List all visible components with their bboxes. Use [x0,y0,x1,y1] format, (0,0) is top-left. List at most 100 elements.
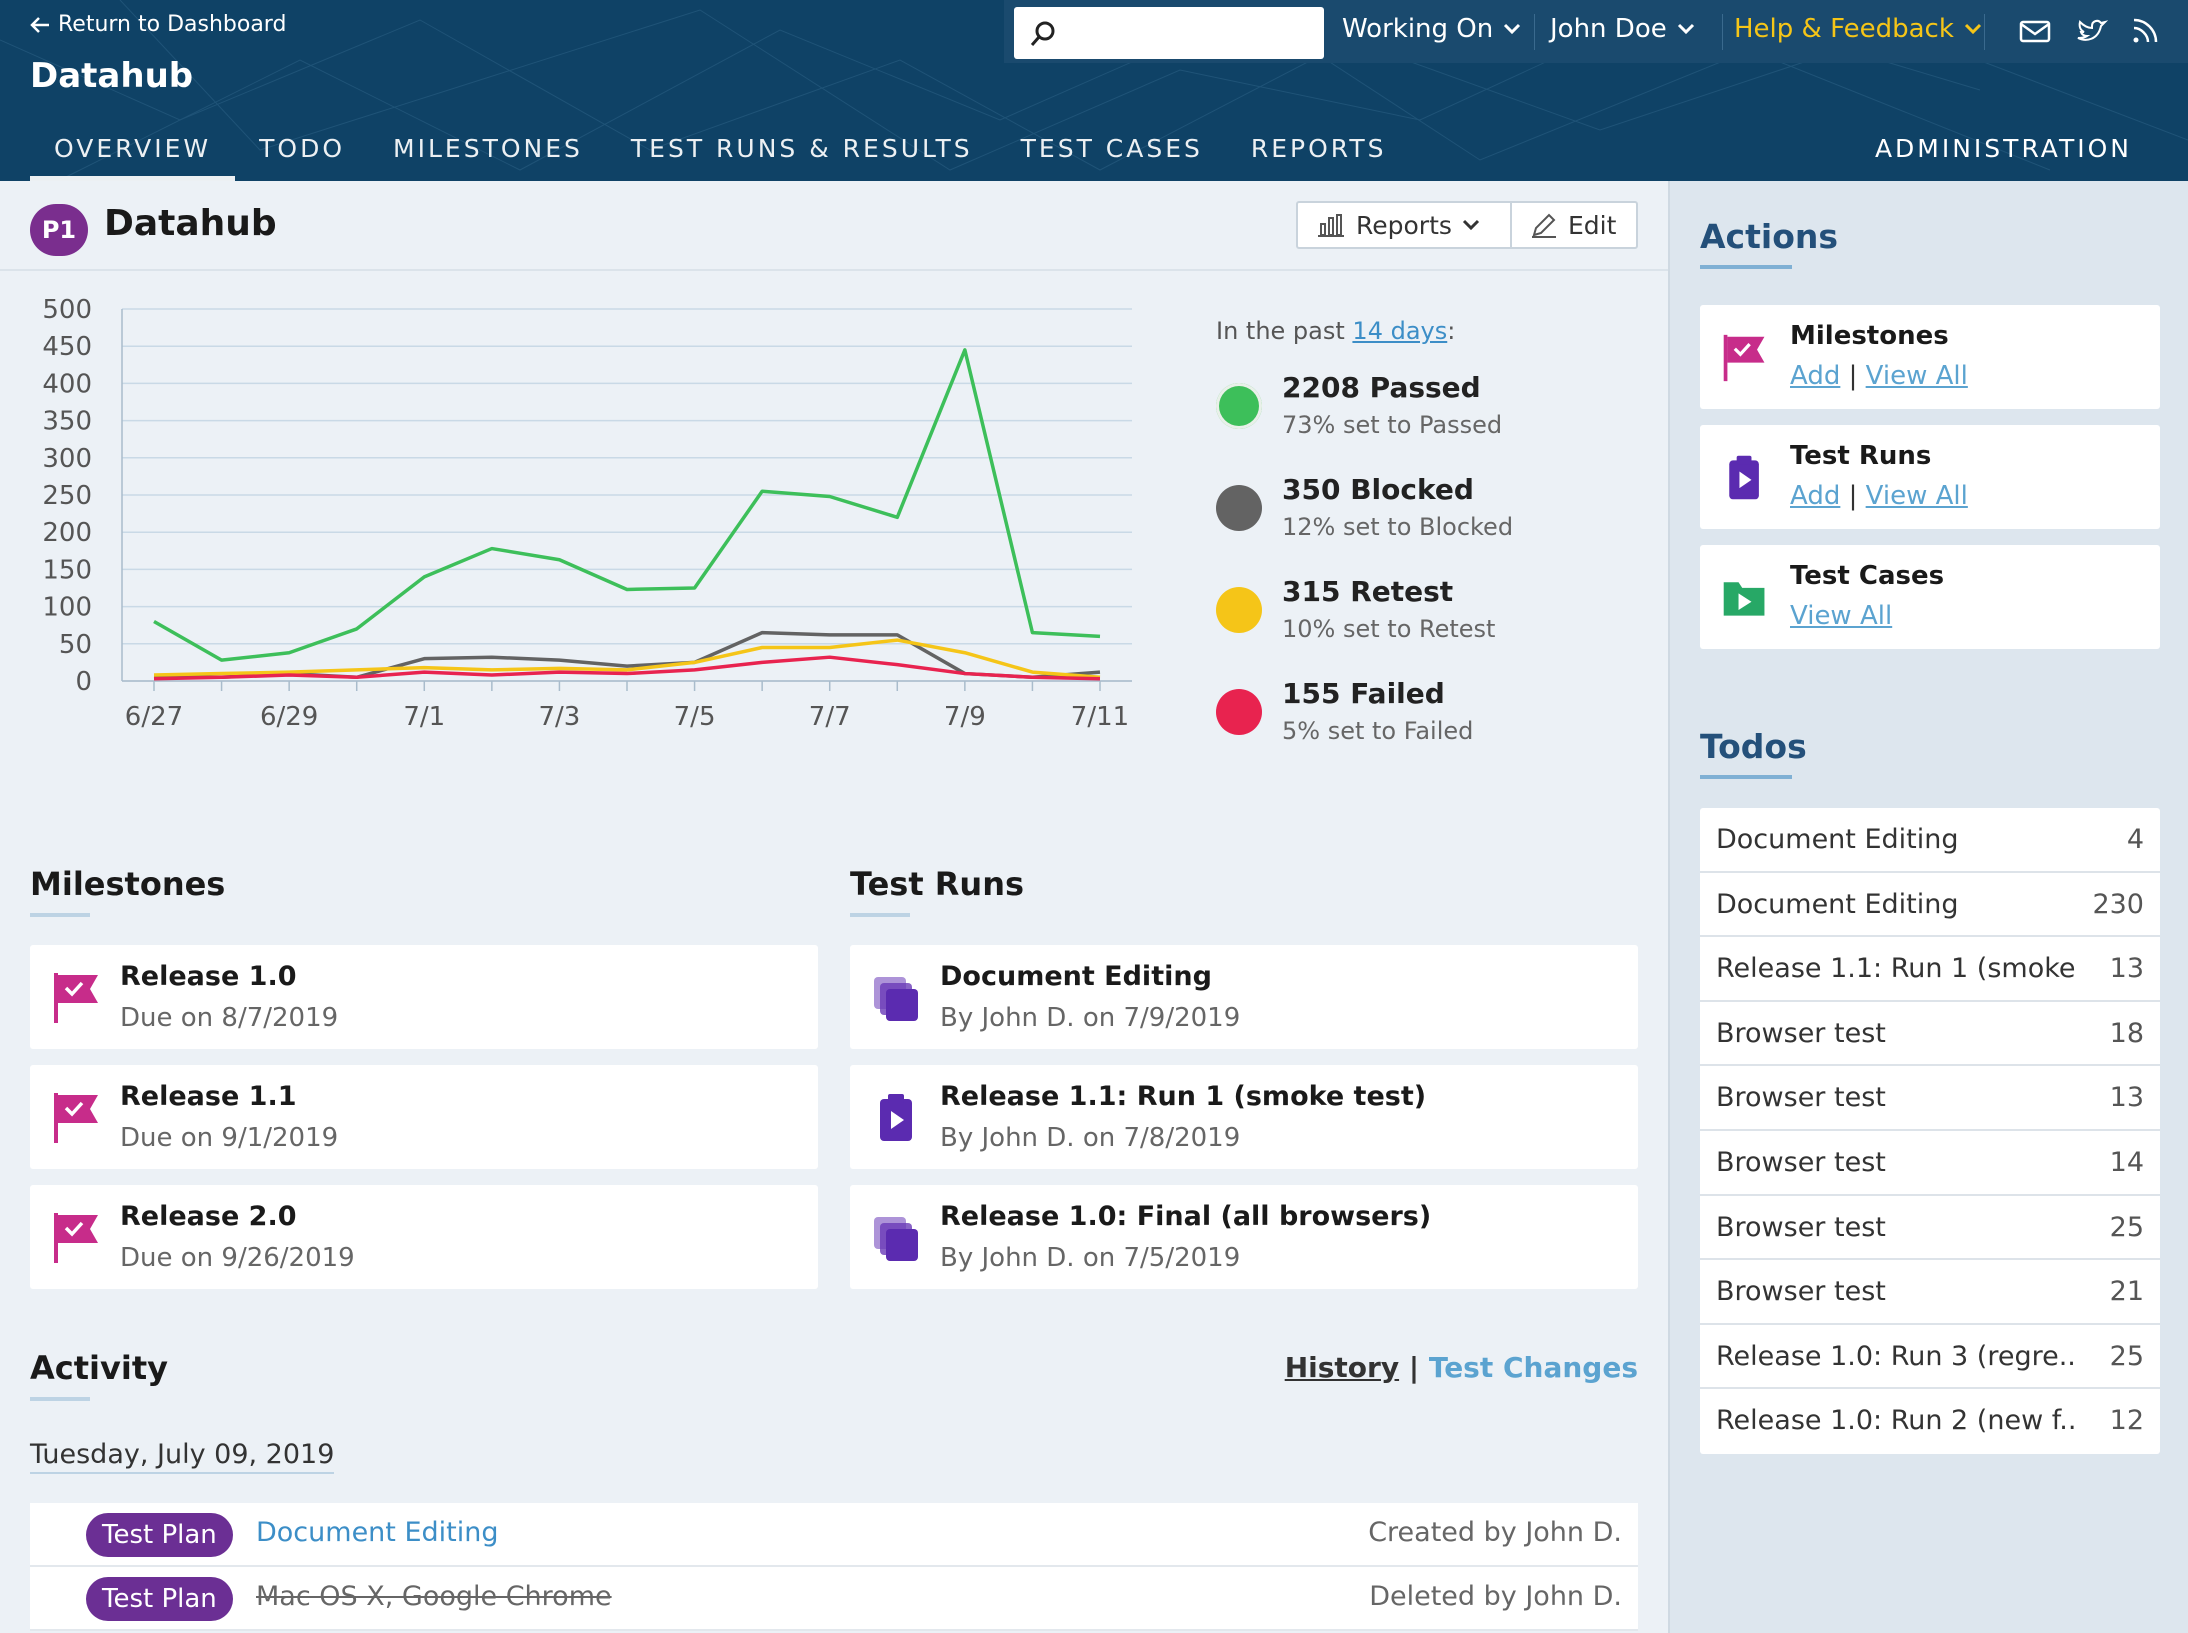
status-dot [1216,587,1262,633]
stat-title: 350 Blocked [1282,473,1474,506]
user-menu[interactable]: John Doe [1550,14,1695,44]
test-run-card[interactable]: Document Editing By John D. on 7/9/2019 [850,945,1638,1049]
return-label: Return to Dashboard [58,12,287,37]
view-all-milestones-link[interactable]: View All [1865,361,1968,391]
working-on-menu[interactable]: Working On [1342,14,1521,44]
edit-label: Edit [1568,210,1617,240]
search-input[interactable] [1069,15,1309,51]
bar-chart-icon [1318,214,1344,237]
flag-icon [54,973,98,1023]
test-run-meta: By John D. on 7/8/2019 [940,1123,1241,1153]
todo-name: Browser test [1716,1211,1886,1243]
stat-failed: 155 Failed 5% set to Failed [1216,669,1473,771]
milestone-name[interactable]: Release 2.0 [120,1201,297,1232]
milestone-due: Due on 9/26/2019 [120,1243,355,1273]
history-link[interactable]: History [1284,1351,1400,1384]
todo-item[interactable]: Release 1.0: Run 2 (new f... 12 [1700,1389,2160,1454]
y-tick-label: 200 [42,518,92,548]
y-tick-label: 300 [42,444,92,474]
todo-count: 4 [2126,824,2144,855]
todo-name: Browser test [1716,1146,1886,1178]
return-to-dashboard-link[interactable]: Return to Dashboard [30,12,286,37]
milestone-card[interactable]: Release 1.0 Due on 8/7/2019 [30,945,818,1049]
app-title: Datahub [30,56,194,96]
mail-icon[interactable] [2018,14,2052,48]
todo-item[interactable]: Document Editing 4 [1700,808,2160,873]
todo-count: 14 [2109,1146,2144,1178]
days-range-link[interactable]: 14 days [1352,317,1448,345]
todo-item[interactable]: Release 1.1: Run 1 (smoke ... 13 [1700,937,2160,1002]
series-line-failed [153,655,1101,681]
reports-button[interactable]: Reports [1298,203,1510,247]
working-on-label: Working On [1342,14,1494,44]
reports-label: Reports [1356,210,1452,240]
add-milestone-link[interactable]: Add [1790,361,1841,391]
action-links: View All [1790,601,1892,631]
test-run-name[interactable]: Release 1.0: Final (all browsers) [940,1201,1432,1232]
edit-button[interactable]: Edit [1510,203,1634,247]
action-title: Milestones [1790,321,1949,351]
milestone-card[interactable]: Release 1.1 Due on 9/1/2019 [30,1065,818,1169]
chevron-down-icon [1964,23,1981,35]
nav-test-cases[interactable]: TEST CASES [1020,134,1203,163]
todo-name: Document Editing [1716,888,1959,920]
action-title: Test Runs [1790,441,1932,471]
todo-item[interactable]: Browser test 13 [1700,1066,2160,1131]
y-tick-label: 150 [42,555,92,585]
test-changes-link[interactable]: Test Changes [1428,1351,1638,1384]
nav-test-runs-results[interactable]: TEST RUNS & RESULTS [630,134,973,163]
todo-list: Document Editing 4 Document Editing 230 Rele… [1700,808,2160,1454]
todo-name: Release 1.1: Run 1 (smoke ... [1716,953,2076,985]
test-run-name[interactable]: Document Editing [940,961,1212,992]
nav-overview[interactable]: OVERVIEW [30,120,236,181]
page-title: Datahub [104,203,277,244]
todo-count: 12 [2109,1405,2144,1437]
stat-retest: 315 Retest 10% set to Retest [1216,567,1495,669]
todo-name: Browser test [1716,1082,1886,1114]
test-run-card[interactable]: Release 1.1: Run 1 (smoke test) By John … [850,1065,1638,1169]
todo-item[interactable]: Document Editing 230 [1700,873,2160,938]
nav-todo[interactable]: TODO [259,134,346,163]
flag-icon [54,1213,98,1263]
todo-item[interactable]: Browser test 18 [1700,1002,2160,1067]
x-tick-label: 7/1 [403,702,445,732]
todo-item[interactable]: Browser test 25 [1700,1196,2160,1261]
x-tick-label: 6/29 [260,702,318,732]
stats-panel: In the past 14 days: 2208 Passed 73% set… [1216,317,1513,771]
milestone-due: Due on 8/7/2019 [120,1003,339,1033]
chevron-down-icon [1462,219,1479,231]
nav-administration[interactable]: ADMINISTRATION [1874,134,2132,163]
milestone-card[interactable]: Release 2.0 Due on 9/26/2019 [30,1185,818,1289]
help-feedback-menu[interactable]: Help & Feedback [1734,14,1982,44]
y-tick-label: 500 [42,295,92,325]
test-run-name[interactable]: Release 1.1: Run 1 (smoke test) [940,1081,1427,1112]
todo-item[interactable]: Browser test 21 [1700,1260,2160,1325]
activity-item-link[interactable]: Document Editing [256,1517,499,1548]
milestone-name[interactable]: Release 1.0 [120,961,297,992]
stat-subtitle: 73% set to Passed [1282,411,1503,439]
x-tick-label: 7/11 [1071,702,1129,732]
y-tick-label: 250 [42,481,92,511]
rss-icon[interactable] [2128,14,2162,48]
milestone-name[interactable]: Release 1.1 [120,1081,297,1112]
todo-count: 13 [2109,1082,2144,1114]
nav-milestones[interactable]: MILESTONES [393,134,583,163]
add-test-run-link[interactable]: Add [1790,481,1841,511]
nav-reports[interactable]: REPORTS [1250,134,1387,163]
view-all-test-runs-link[interactable]: View All [1865,481,1968,511]
twitter-icon[interactable] [2074,14,2108,48]
search-box[interactable] [1014,7,1324,59]
action-title: Test Cases [1790,561,1945,591]
todo-item[interactable]: Browser test 14 [1700,1131,2160,1196]
test-run-card[interactable]: Release 1.0: Final (all browsers) By Joh… [850,1185,1638,1289]
todo-count: 230 [2092,888,2144,920]
todo-item[interactable]: Release 1.0: Run 3 (regre... 25 [1700,1325,2160,1390]
activity-type-badge: Test Plan [86,1513,233,1557]
test-run-clipboard-icon [1729,455,1759,500]
search-icon [1030,21,1055,46]
status-dot [1216,485,1262,531]
section-underline [850,913,910,917]
view-all-test-cases-link[interactable]: View All [1790,601,1893,631]
activity-item-deleted: Mac OS X, Google Chrome [256,1581,612,1612]
test-run-clipboard-icon [880,1094,912,1141]
